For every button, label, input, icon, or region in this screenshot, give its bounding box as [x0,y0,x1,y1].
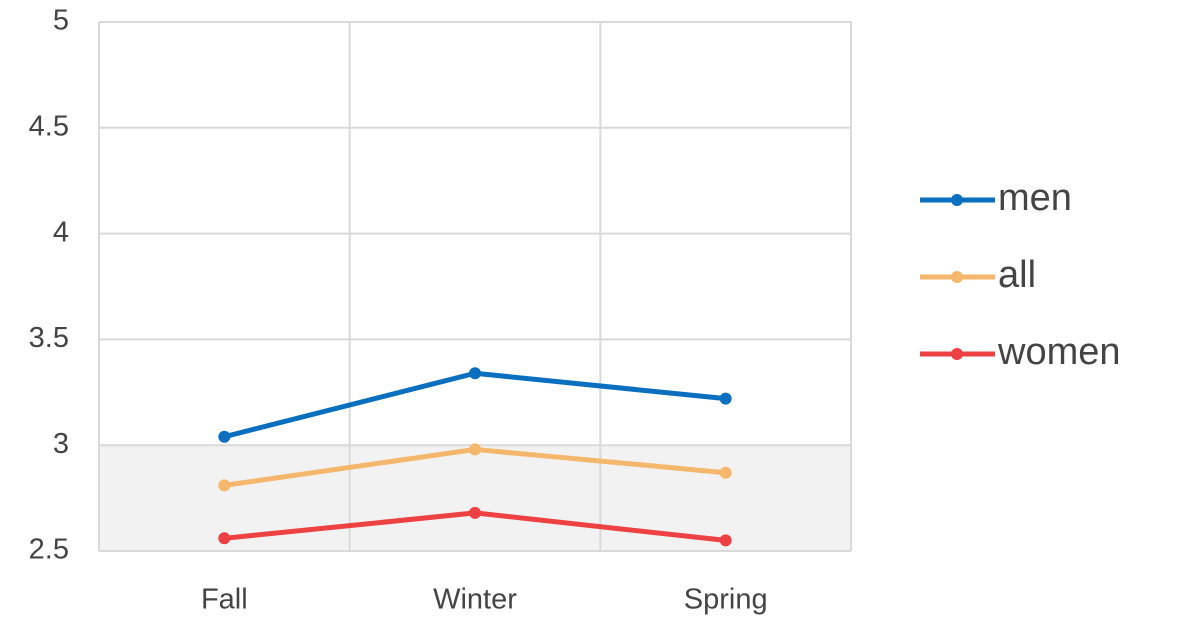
legend-label: all [998,254,1036,296]
series-point [469,367,481,380]
x-tick-label: Spring [684,584,768,616]
series-point [469,443,481,456]
x-tick-label: Fall [201,584,248,616]
shaded-band [99,445,851,551]
series-point [719,466,732,479]
y-tick-label: 3.5 [29,322,69,354]
y-tick-label: 2.5 [29,534,69,566]
series-point [218,430,231,443]
y-tick-label: 5 [53,5,69,37]
legend-label: women [997,331,1121,373]
legend-marker [951,348,963,360]
series-point [719,534,732,547]
y-tick-label: 4.5 [29,110,69,142]
series-point [469,506,481,519]
legend-marker [951,194,963,206]
series-point [218,532,231,545]
y-tick-label: 4 [53,216,69,248]
legend-marker [951,271,963,283]
series-line [223,370,726,440]
series-point [218,479,231,492]
y-tick-label: 3 [53,428,69,460]
series-point [719,392,732,405]
legend-label: men [998,177,1072,219]
x-tick-label: Winter [433,584,517,616]
